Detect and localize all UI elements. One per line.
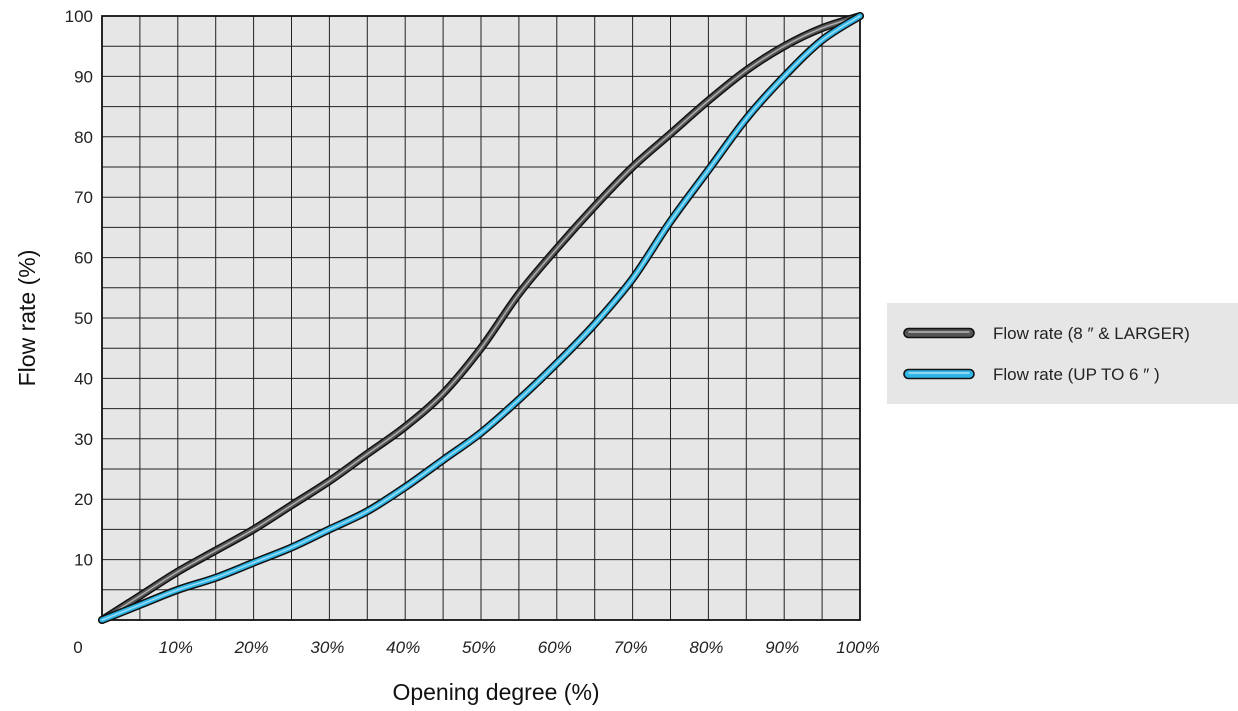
legend-label: Flow rate (UP TO 6 ″ )	[993, 365, 1160, 384]
y-tick-label: 80	[74, 128, 93, 147]
legend-item-1: Flow rate (8 ″ & LARGER)	[903, 324, 1190, 343]
origin-label: 0	[73, 638, 82, 657]
legend-swatch	[903, 368, 975, 380]
x-tick-label: 40%	[386, 638, 420, 657]
y-tick-label: 10	[74, 551, 93, 570]
series-line-highlight	[101, 15, 861, 621]
x-axis-title: Opening degree (%)	[392, 679, 599, 705]
y-tick-label: 40	[74, 369, 93, 388]
x-tick-label: 100%	[836, 638, 879, 657]
legend-background	[887, 303, 1238, 404]
x-tick-label: 20%	[234, 638, 269, 657]
series-layer	[98, 12, 864, 624]
tick-labels: 0 10 20 30 40 50 60 70 80 90 100 10% 20% 30% 40% 50% 60%…	[65, 7, 880, 657]
series-line-1	[98, 12, 864, 624]
legend-swatch	[903, 327, 975, 339]
y-tick-label: 100	[65, 7, 93, 26]
grid	[102, 16, 860, 620]
plot-frame	[101, 15, 861, 621]
y-tick-label: 50	[74, 309, 93, 328]
y-tick-label: 70	[74, 188, 93, 207]
y-tick-label: 30	[74, 430, 93, 449]
y-axis-title: Flow rate (%)	[14, 250, 40, 387]
y-tick-label: 90	[74, 67, 93, 86]
x-tick-label: 70%	[614, 638, 648, 657]
x-tick-label: 60%	[538, 638, 572, 657]
x-tick-label: 90%	[765, 638, 799, 657]
x-tick-label: 50%	[462, 638, 496, 657]
y-tick-label: 20	[74, 490, 93, 509]
x-tick-label: 80%	[689, 638, 723, 657]
legend: Flow rate (8 ″ & LARGER) Flow rate (UP TO…	[887, 303, 1238, 404]
x-tick-label: 30%	[310, 638, 344, 657]
x-tick-label: 10%	[159, 638, 193, 657]
legend-item-2: Flow rate (UP TO 6 ″ )	[903, 365, 1160, 384]
legend-label: Flow rate (8 ″ & LARGER)	[993, 324, 1190, 343]
series-line-2	[98, 12, 864, 624]
series-line-highlight	[101, 15, 861, 621]
y-tick-label: 60	[74, 249, 93, 268]
